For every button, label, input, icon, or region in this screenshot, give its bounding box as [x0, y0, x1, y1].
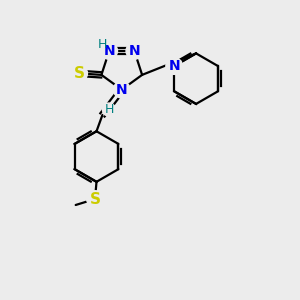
Circle shape — [113, 81, 130, 98]
Text: N: N — [116, 83, 128, 97]
Circle shape — [96, 38, 109, 51]
Circle shape — [87, 191, 103, 207]
Circle shape — [166, 58, 182, 74]
Text: S: S — [89, 191, 100, 206]
Circle shape — [101, 43, 118, 59]
Text: H: H — [104, 103, 114, 116]
Text: H: H — [98, 38, 107, 51]
Text: N: N — [128, 44, 140, 58]
Circle shape — [102, 103, 116, 116]
Circle shape — [71, 65, 87, 82]
Text: N: N — [103, 44, 115, 58]
Text: S: S — [74, 66, 85, 81]
Circle shape — [126, 43, 143, 59]
Text: N: N — [168, 59, 180, 73]
